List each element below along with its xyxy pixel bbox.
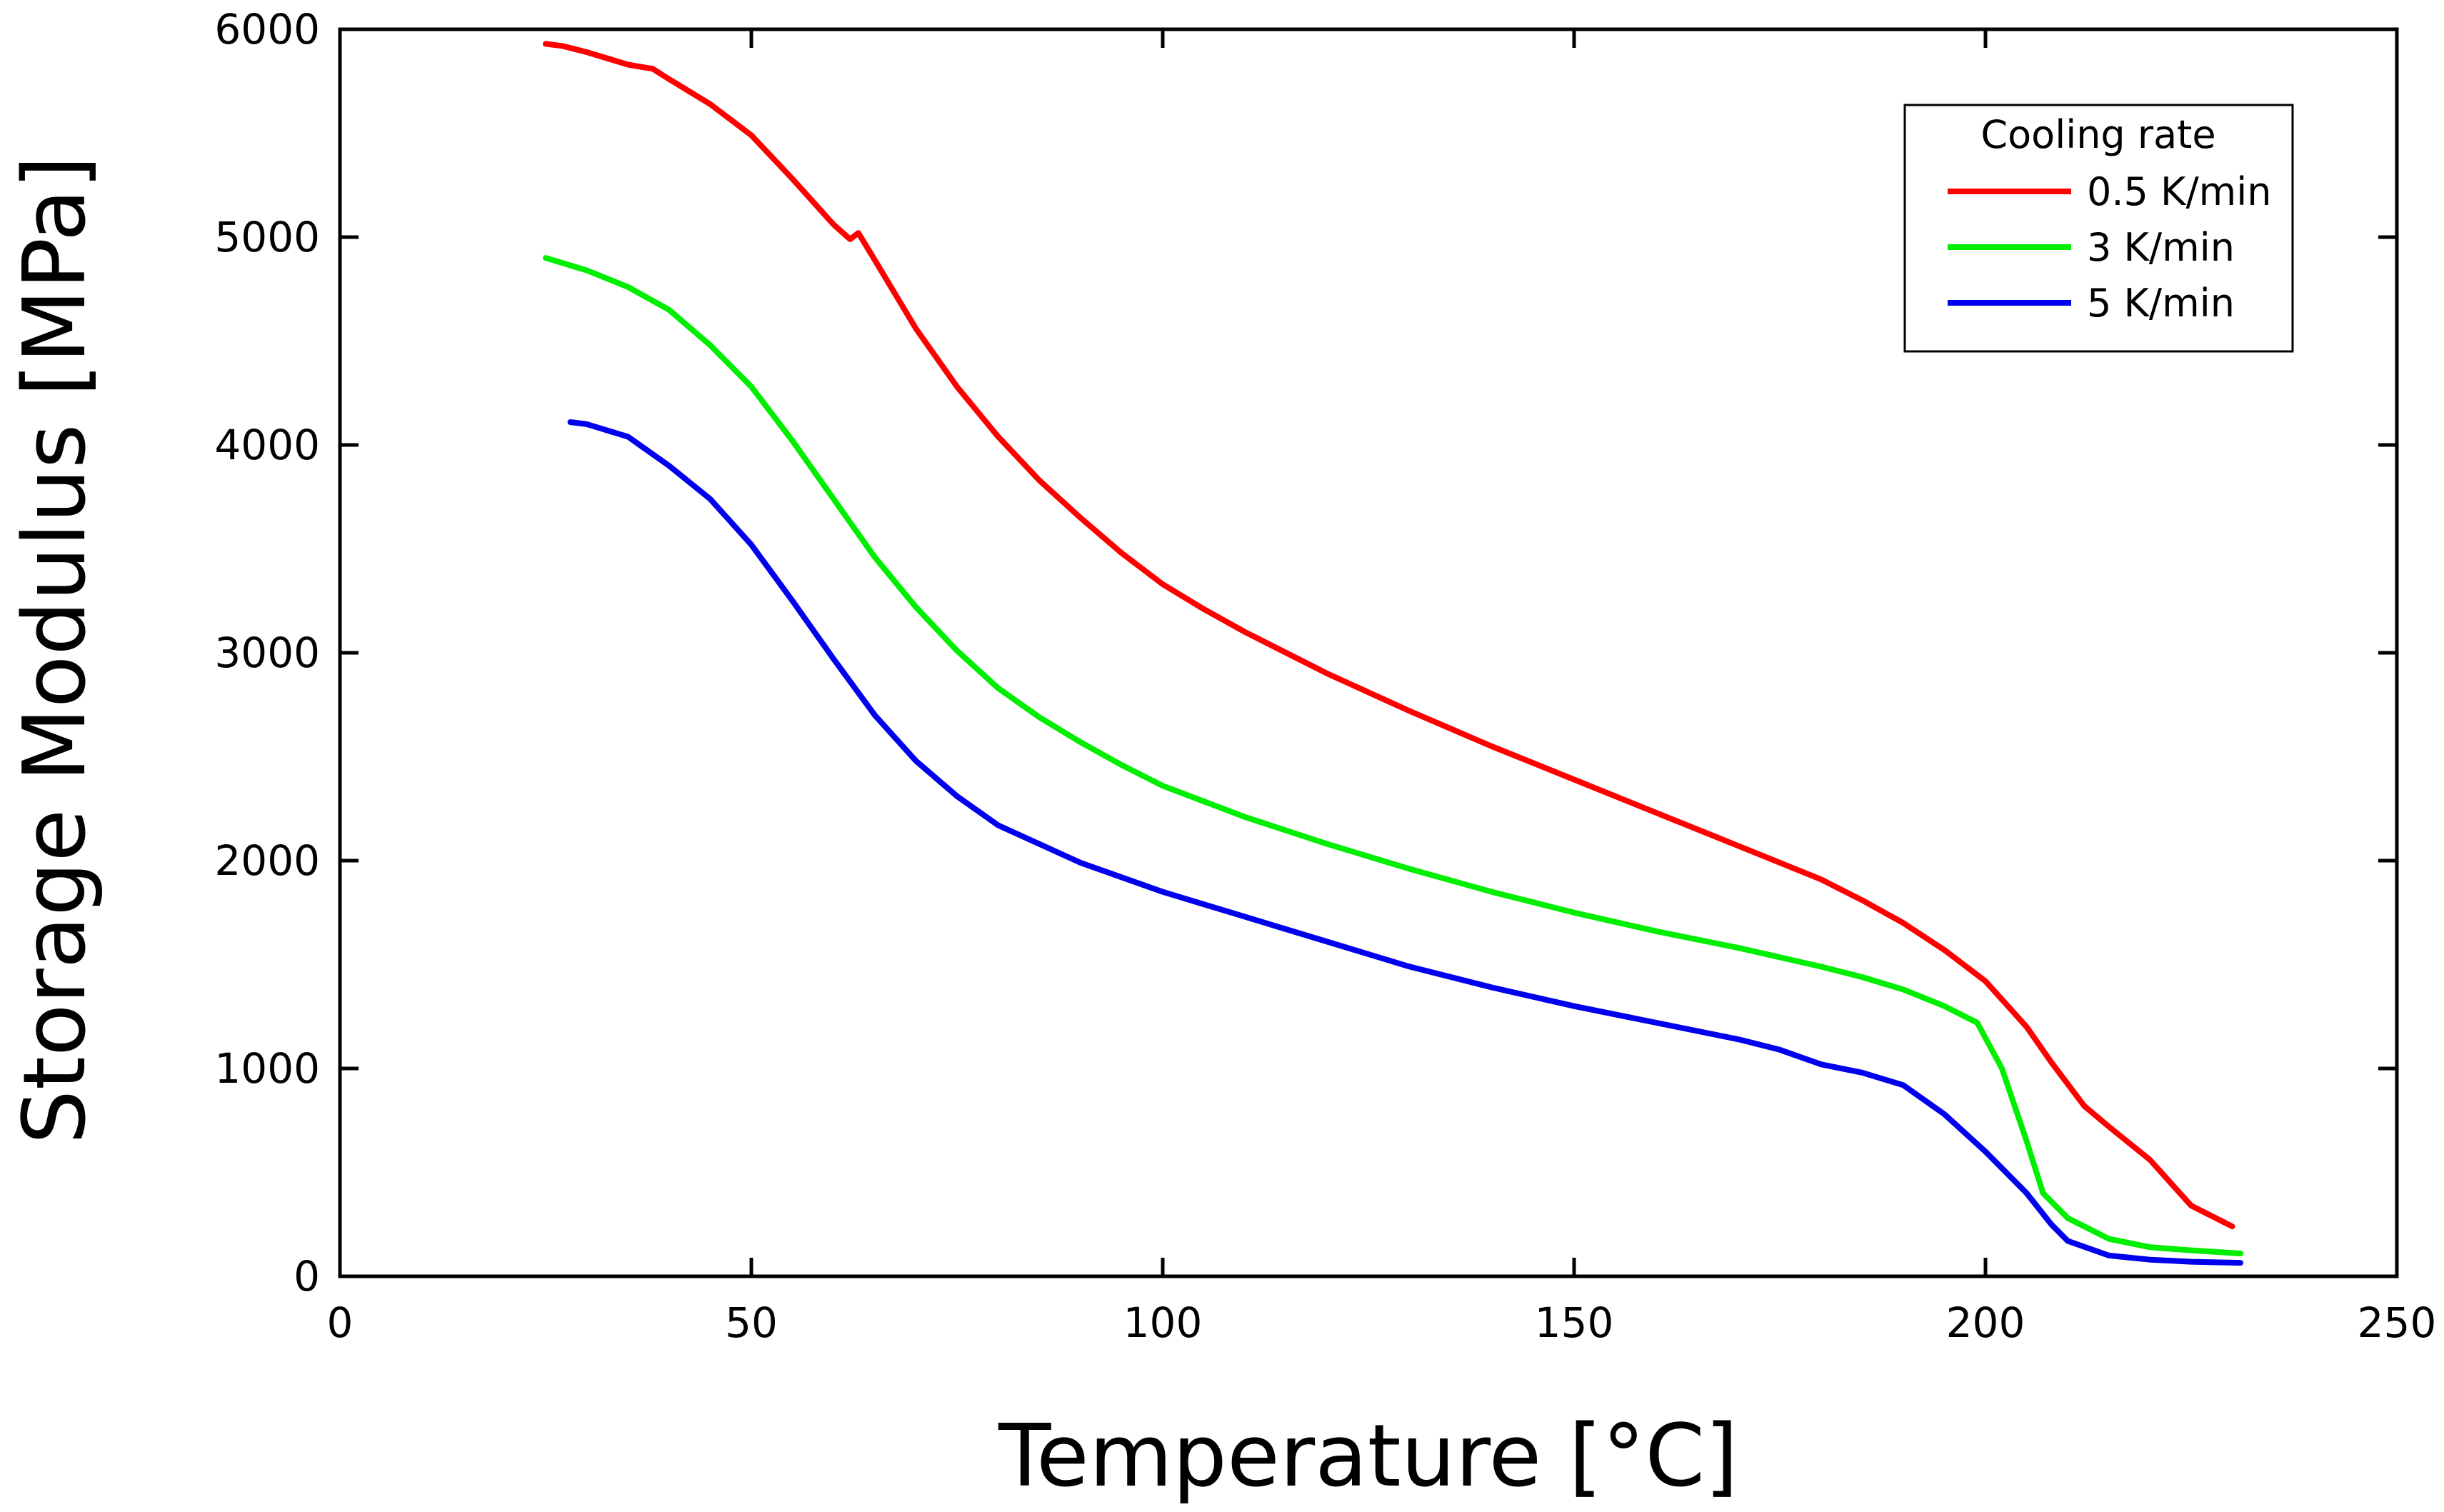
y-tick-label: 2000 <box>214 836 320 885</box>
legend-box <box>1903 104 2294 353</box>
x-axis-title: Temperature [°C] <box>998 1407 1738 1506</box>
series-lines <box>543 41 2244 1266</box>
axis-ticks: 0 50 100 150 200 250 0 1000 2000 3000 4000 5000 6000 <box>214 5 2436 1347</box>
x-tick-label: 200 <box>1946 1298 2025 1347</box>
x-tick-label: 50 <box>725 1298 778 1347</box>
y-tick-label: 0 <box>294 1252 320 1301</box>
y-axis-title: Storage Modulus [MPa] <box>6 156 105 1145</box>
x-tick-label: 250 <box>2358 1298 2437 1347</box>
x-tick-label: 0 <box>327 1298 354 1347</box>
legend-title: Cooling rate <box>1980 112 2215 157</box>
legend-label: 5 K/min <box>2087 281 2235 326</box>
y-tick-label: 4000 <box>214 421 320 469</box>
legend-label: 0.5 K/min <box>2087 169 2271 214</box>
y-tick-label: 5000 <box>214 213 320 261</box>
x-tick-label: 150 <box>1535 1298 1614 1347</box>
y-tick-label: 3000 <box>214 629 320 677</box>
legend-label: 3 K/min <box>2087 225 2235 270</box>
y-tick-label: 6000 <box>214 5 320 54</box>
series-line <box>543 41 2235 1230</box>
legend-items: 0.5 K/min 3 K/min 5 K/min <box>1948 169 2271 326</box>
legend: Cooling rate 0.5 K/min 3 K/min 5 K/min <box>1903 104 2294 353</box>
x-tick-label: 100 <box>1123 1298 1203 1347</box>
series-line <box>567 419 2244 1266</box>
series-line <box>543 255 2244 1256</box>
y-tick-label: 1000 <box>214 1044 320 1093</box>
